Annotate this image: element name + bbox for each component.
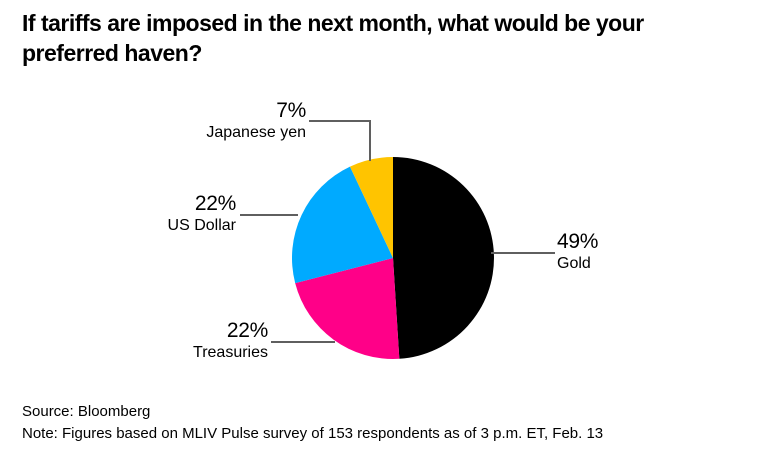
label-treasuries-value: 22% <box>226 319 268 342</box>
label-gold-name: Gold <box>557 255 591 272</box>
label-us-dollar: 22% US Dollar <box>167 192 237 235</box>
leader-line-japanese-yen-vertical <box>369 120 371 161</box>
leader-line-us-dollar <box>240 214 298 216</box>
pie-slice-us-dollar <box>291 166 393 284</box>
chart-footer: Source: Bloomberg Note: Figures based on… <box>22 401 603 445</box>
note-text: Note: Figures based on MLIV Pulse survey… <box>22 425 604 442</box>
pie-slice-japanese-yen <box>350 157 393 258</box>
leader-line-treasuries <box>271 341 335 343</box>
label-japanese-yen-name: Japanese yen <box>206 124 306 141</box>
label-japanese-yen-value: 7% <box>276 99 306 122</box>
chart-title: If tariffs are imposed in the next month… <box>22 10 644 66</box>
label-treasuries-name: Treasuries <box>193 344 268 361</box>
label-gold: 49% Gold <box>557 230 598 273</box>
label-us-dollar-value: 22% <box>194 192 236 215</box>
label-treasuries: 22% Treasuries <box>193 319 268 362</box>
leader-line-japanese-yen-horizontal <box>309 120 371 122</box>
pie-chart <box>291 157 494 359</box>
pie-slice-gold <box>393 157 494 359</box>
source-text: Source: Bloomberg <box>22 403 151 420</box>
pie-wrap <box>291 157 494 359</box>
label-gold-value: 49% <box>557 230 599 253</box>
label-us-dollar-name: US Dollar <box>167 217 236 234</box>
label-japanese-yen: 7% Japanese yen <box>206 99 306 142</box>
pie-slice-treasuries <box>295 258 400 359</box>
leader-line-gold <box>491 252 555 254</box>
